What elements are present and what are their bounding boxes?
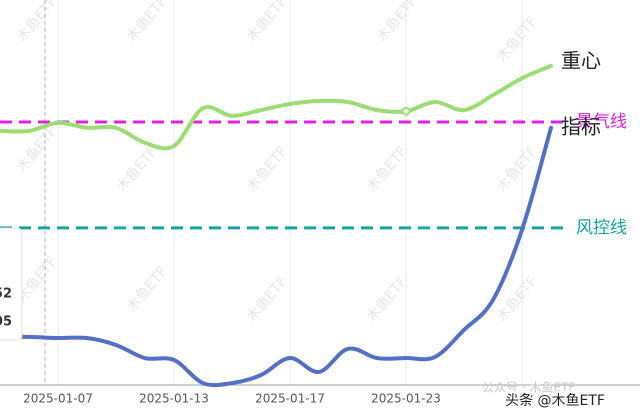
footer-text: 头条 @木鱼ETF xyxy=(505,392,605,409)
watermark: 木鱼ETF xyxy=(493,13,540,65)
reference-label: 景气线 xyxy=(576,112,627,132)
x-tick-label: 2025-01-13 xyxy=(139,392,209,406)
footer-text: 公众号 · 木鱼ETF xyxy=(482,381,575,395)
watermark: 木鱼ETF xyxy=(363,143,410,195)
x-tick-label: 202 xyxy=(511,392,534,406)
watermark: 木鱼ETF xyxy=(373,0,420,45)
legend-label: 指标 xyxy=(561,114,601,138)
reference-label: 风控线 xyxy=(576,218,627,238)
watermark: 木鱼ETF xyxy=(363,273,410,325)
tooltip-box xyxy=(0,227,23,341)
watermark: 木鱼ETF xyxy=(493,273,540,325)
watermark: 木鱼ETF xyxy=(113,143,160,195)
watermark: 木鱼ETF xyxy=(243,143,290,195)
hover-point xyxy=(401,106,411,116)
watermark: 木鱼ETF xyxy=(123,0,170,45)
tooltip-text: 52 xyxy=(0,287,12,302)
watermark: 木鱼ETF xyxy=(123,263,170,315)
x-tick-label: 2025-01-23 xyxy=(371,392,441,406)
watermark: 木鱼ETF xyxy=(13,0,60,45)
legend-label: 重心 xyxy=(561,48,601,72)
tooltip-text: 05 xyxy=(0,315,12,330)
x-tick-label: 2025-01-07 xyxy=(23,392,93,406)
x-tick-label: 2025-01-17 xyxy=(255,392,325,406)
series-line xyxy=(0,125,553,388)
watermark: 木鱼ETF xyxy=(243,273,290,325)
series-line xyxy=(0,63,553,151)
watermark: 木鱼ETF xyxy=(243,0,290,45)
